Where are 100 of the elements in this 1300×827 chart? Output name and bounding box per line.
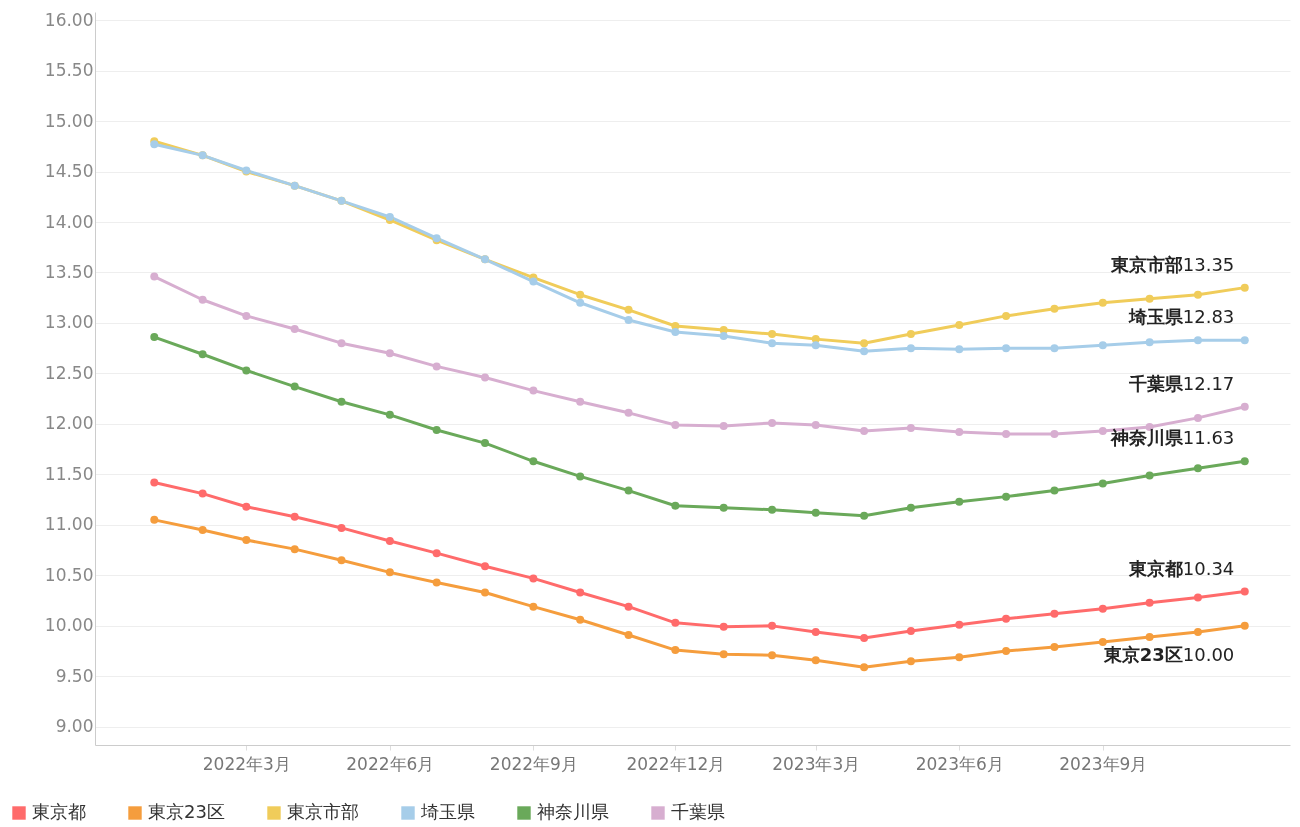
point xyxy=(198,295,207,304)
point xyxy=(529,574,538,583)
point xyxy=(290,545,299,554)
point xyxy=(576,397,585,406)
text: 千葉県 xyxy=(1128,372,1183,394)
point xyxy=(1240,621,1249,630)
point xyxy=(768,330,777,339)
point xyxy=(576,290,585,299)
y-tick-label: 11.00 xyxy=(44,514,94,535)
point xyxy=(906,626,915,635)
y-tick-label: 11.50 xyxy=(44,463,94,484)
x-tick-label: 2022年12月 xyxy=(626,753,726,774)
point xyxy=(719,421,728,430)
point xyxy=(955,321,964,329)
text: 埼玉県 xyxy=(1128,306,1183,328)
point xyxy=(576,298,585,307)
legend-label: 埼玉県 xyxy=(420,801,475,822)
point xyxy=(906,657,915,666)
point xyxy=(1002,647,1011,656)
point xyxy=(1050,643,1059,652)
point xyxy=(1240,402,1249,411)
y-tick-label: 12.50 xyxy=(44,362,94,383)
y-tick-label: 9.00 xyxy=(55,716,94,737)
point xyxy=(432,362,441,371)
point xyxy=(811,420,820,429)
point xyxy=(576,588,585,597)
point xyxy=(198,489,207,498)
point xyxy=(768,418,777,427)
text: 神奈川県 xyxy=(1110,427,1183,449)
point xyxy=(1002,492,1011,501)
y-tick-label: 10.00 xyxy=(44,615,94,636)
point xyxy=(955,345,964,354)
point xyxy=(1002,344,1011,353)
point xyxy=(906,423,915,432)
y-tick-label: 12.00 xyxy=(44,413,94,434)
point xyxy=(955,428,964,436)
x-tick-label: 2023年3月 xyxy=(772,753,861,774)
point xyxy=(671,420,680,429)
point xyxy=(671,646,680,655)
point xyxy=(1145,632,1154,641)
point xyxy=(1240,587,1249,596)
point xyxy=(1193,413,1202,422)
point xyxy=(811,508,820,517)
y-tick-label: 15.50 xyxy=(44,60,94,81)
point xyxy=(671,501,680,510)
y-tick-label: 15.00 xyxy=(44,110,94,131)
point xyxy=(337,556,346,565)
point xyxy=(1050,609,1059,618)
point xyxy=(481,562,490,571)
point xyxy=(198,525,207,534)
point xyxy=(1098,427,1107,435)
point xyxy=(671,328,680,337)
point xyxy=(624,408,633,417)
point xyxy=(1050,486,1059,495)
point xyxy=(1050,304,1059,313)
point xyxy=(811,656,820,665)
x-tick-label: 2022年9月 xyxy=(489,753,578,774)
point xyxy=(811,627,820,636)
point xyxy=(242,311,251,320)
point xyxy=(432,578,441,587)
point xyxy=(719,650,728,659)
point xyxy=(1050,430,1059,439)
point xyxy=(385,537,394,546)
point xyxy=(906,330,915,339)
point xyxy=(1193,336,1202,345)
y-tick-label: 9.50 xyxy=(55,665,94,686)
point xyxy=(576,615,585,624)
point xyxy=(624,305,633,314)
point xyxy=(481,439,490,448)
point xyxy=(1193,627,1202,636)
point xyxy=(290,512,299,521)
point xyxy=(290,382,299,391)
point xyxy=(671,618,680,627)
point xyxy=(576,472,585,481)
x-tick-label: 2022年6月 xyxy=(346,753,435,774)
point xyxy=(1002,614,1011,623)
point xyxy=(1098,341,1107,350)
data-label: 10.34 xyxy=(1182,557,1235,579)
point xyxy=(768,621,777,630)
data-label: 13.35 xyxy=(1182,253,1235,275)
point xyxy=(385,349,394,358)
point xyxy=(1002,430,1011,439)
point xyxy=(1098,298,1107,307)
point xyxy=(1193,290,1202,299)
text: 東京23区 xyxy=(1103,643,1183,665)
point xyxy=(906,344,915,353)
point xyxy=(1098,479,1107,488)
legend-label: 東京市部 xyxy=(287,801,359,822)
point xyxy=(150,478,159,487)
point xyxy=(432,549,441,558)
point xyxy=(242,536,251,545)
point xyxy=(811,341,820,350)
point xyxy=(955,620,964,629)
point xyxy=(529,457,538,466)
legend-label: 東京都 xyxy=(32,801,86,822)
point xyxy=(860,633,869,642)
point xyxy=(337,339,346,348)
point xyxy=(1098,638,1107,647)
legend-label: 千葉県 xyxy=(671,801,725,822)
point xyxy=(624,486,633,495)
